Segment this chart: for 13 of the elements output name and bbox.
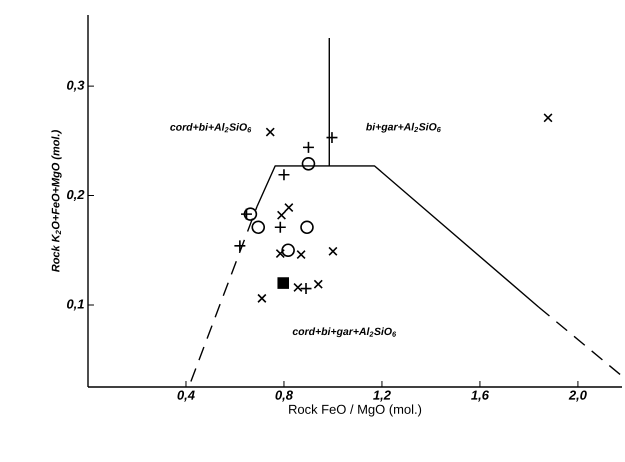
x-tick-label: 0,8 <box>275 390 293 402</box>
annotation: cord+bi+gar+Al$_{2}$SiO$_{6}$ <box>292 327 396 338</box>
y-tick-label: 0,2 <box>67 190 84 202</box>
x-tick-label: 1,6 <box>471 390 490 402</box>
y-tick-label: 0,1 <box>67 299 84 310</box>
annotation: bi+gar+Al$_{2}$SiO$_{6}$ <box>366 122 441 133</box>
y-tick-label: 0,3 <box>67 80 84 92</box>
y-axis-title: Rock K$_{2}$O+FeO+MgO (mol.) <box>51 130 62 272</box>
x-axis-title: Rock FeO / MgO (mol.) <box>289 404 422 416</box>
x-tick-label: 0,4 <box>178 390 195 402</box>
x-tick-label: 2,0 <box>568 390 587 402</box>
x-tick-label: 1,2 <box>373 390 391 402</box>
annotation: cord+bi+Al$_{2}$SiO$_{6}$ <box>170 123 252 132</box>
